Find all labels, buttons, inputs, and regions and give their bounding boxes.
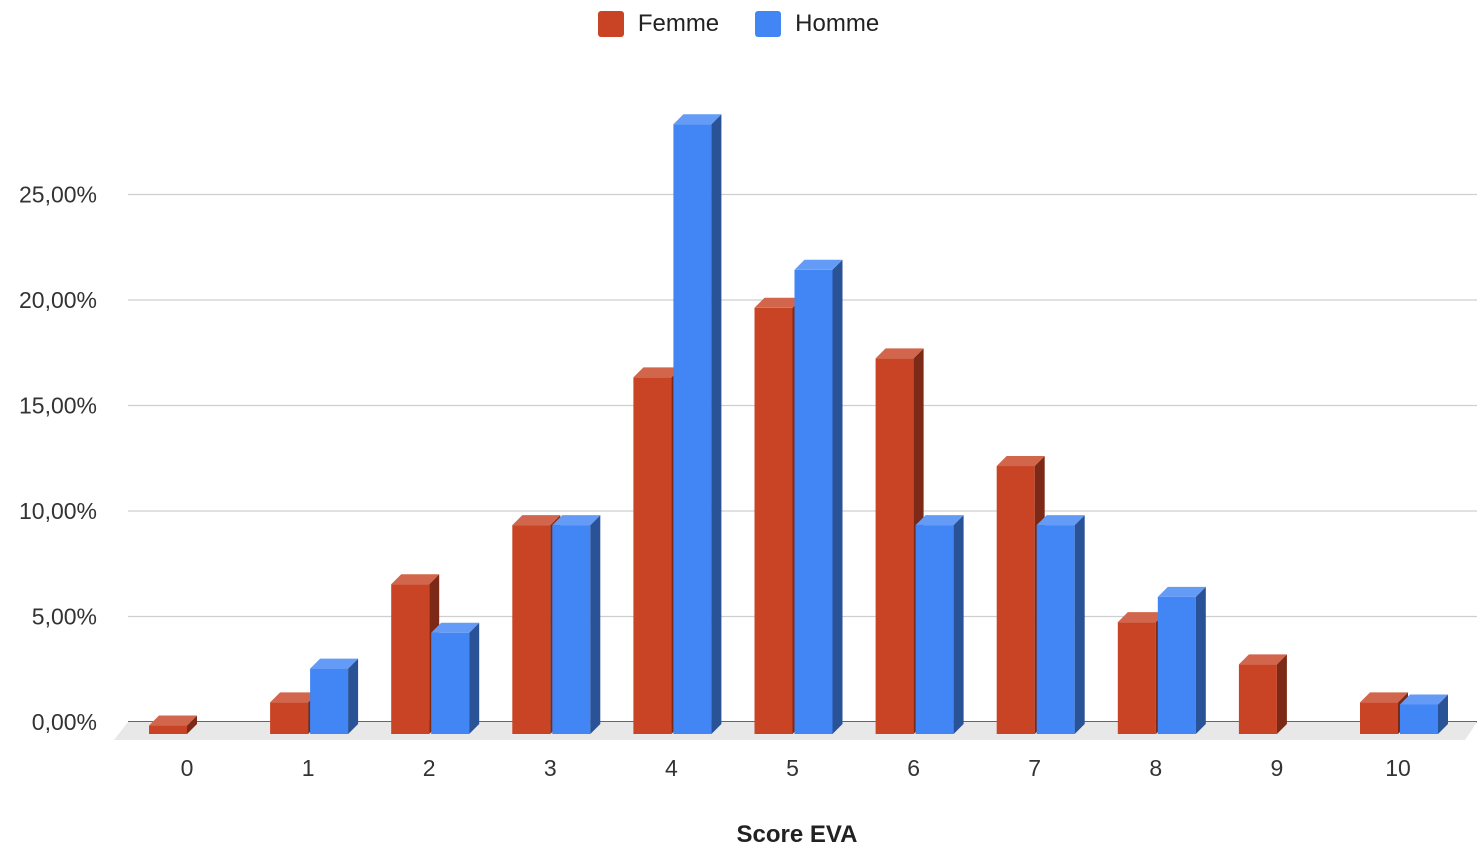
bar-front: [1360, 702, 1398, 734]
y-tick-label: 25,00%: [19, 182, 97, 208]
bar-homme-3[interactable]: [552, 515, 601, 734]
y-tick-label: 5,00%: [32, 604, 97, 630]
bar-front: [552, 525, 591, 734]
bar-homme-2[interactable]: [431, 622, 480, 734]
bar-side: [1276, 654, 1287, 734]
bar-homme-4[interactable]: [673, 114, 722, 734]
bar-front: [673, 124, 712, 734]
bar-top: [270, 692, 319, 703]
x-tick-label: 1: [302, 755, 315, 781]
bar-homme-10[interactable]: [1400, 694, 1448, 734]
bar-top: [431, 622, 480, 633]
bar-side: [469, 622, 480, 734]
y-tick-label: 20,00%: [19, 287, 97, 313]
bar-side: [590, 515, 601, 734]
x-tick-label: 8: [1149, 755, 1162, 781]
bar-front: [1157, 596, 1196, 734]
legend-item-femme[interactable]: Femme: [597, 10, 720, 38]
bar-front: [633, 377, 672, 734]
bar-top: [1117, 612, 1166, 623]
bar-homme-8[interactable]: [1157, 586, 1206, 734]
y-tick-label: 0,00%: [32, 709, 97, 735]
legend-label-homme: Homme: [795, 10, 880, 37]
bar-homme-1[interactable]: [310, 658, 359, 734]
bar-top: [673, 114, 722, 125]
bar-front: [310, 668, 349, 734]
chart-legend: Femme Homme: [0, 10, 1477, 38]
bar-femme-9[interactable]: [1238, 654, 1287, 734]
x-tick-label: 4: [665, 755, 678, 781]
bar-homme-6[interactable]: [915, 515, 964, 734]
bar-top: [1036, 515, 1085, 526]
bar-front: [270, 702, 309, 734]
bar-homme-5[interactable]: [794, 259, 843, 734]
bar-side: [711, 114, 722, 734]
bar-side: [348, 658, 359, 734]
bar-top: [1360, 692, 1408, 703]
bar-front: [431, 632, 470, 734]
x-tick-label: 3: [544, 755, 557, 781]
legend-label-femme: Femme: [637, 10, 720, 37]
x-tick-label: 2: [423, 755, 436, 781]
bar-side: [187, 715, 197, 734]
bar-top: [996, 456, 1045, 467]
bar-femme-0[interactable]: [149, 715, 197, 734]
y-tick-label: 10,00%: [19, 498, 97, 524]
x-tick-label: 0: [181, 755, 194, 781]
bar-top: [310, 658, 359, 669]
bar-top: [633, 367, 682, 378]
bars: [149, 114, 1448, 734]
bar-front: [1117, 622, 1156, 734]
bar-side: [953, 515, 964, 734]
y-axis-tick-labels: 0,00% 5,00% 10,00% 15,00% 20,00% 25,00%: [19, 182, 97, 736]
bar-front: [149, 725, 187, 734]
bar-front: [754, 307, 793, 734]
x-tick-label: 10: [1385, 755, 1411, 781]
legend-item-homme[interactable]: Homme: [755, 10, 879, 38]
x-axis-tick-labels: 0 1 2 3 4 5 6 7 8 9 10: [181, 755, 1411, 781]
bar-side: [1438, 694, 1448, 734]
bar-side: [832, 259, 843, 734]
bar-top: [794, 259, 843, 270]
bar-front: [996, 466, 1035, 734]
bar-homme-7[interactable]: [1036, 515, 1085, 734]
x-tick-label: 7: [1028, 755, 1041, 781]
bar-side: [1195, 586, 1206, 734]
bar-top: [875, 348, 924, 359]
bar-top: [1157, 586, 1206, 597]
x-axis-label: Score EVA: [737, 821, 858, 846]
bar-front: [1036, 525, 1075, 734]
bar-top: [552, 515, 601, 526]
bar-top: [915, 515, 964, 526]
bar-front: [915, 525, 954, 734]
y-tick-label: 15,00%: [19, 393, 97, 419]
bar-top: [512, 515, 561, 526]
bar-front: [512, 525, 551, 734]
legend-swatch-femme: [597, 11, 624, 37]
bar-femme-6[interactable]: [875, 348, 924, 734]
bar-top: [149, 715, 197, 726]
bar-front: [1238, 664, 1277, 734]
bar-front: [794, 269, 833, 734]
bar-front: [875, 358, 914, 734]
bar-top: [391, 574, 440, 585]
x-tick-label: 9: [1271, 755, 1284, 781]
bar-front: [391, 584, 430, 734]
bar-top: [754, 297, 803, 308]
bar-top: [1238, 654, 1287, 665]
bar-side: [1074, 515, 1085, 734]
x-tick-label: 5: [786, 755, 799, 781]
bar-front: [1400, 704, 1438, 734]
legend-swatch-homme: [755, 11, 782, 37]
x-tick-label: 6: [907, 755, 920, 781]
bar-top: [1400, 694, 1448, 705]
